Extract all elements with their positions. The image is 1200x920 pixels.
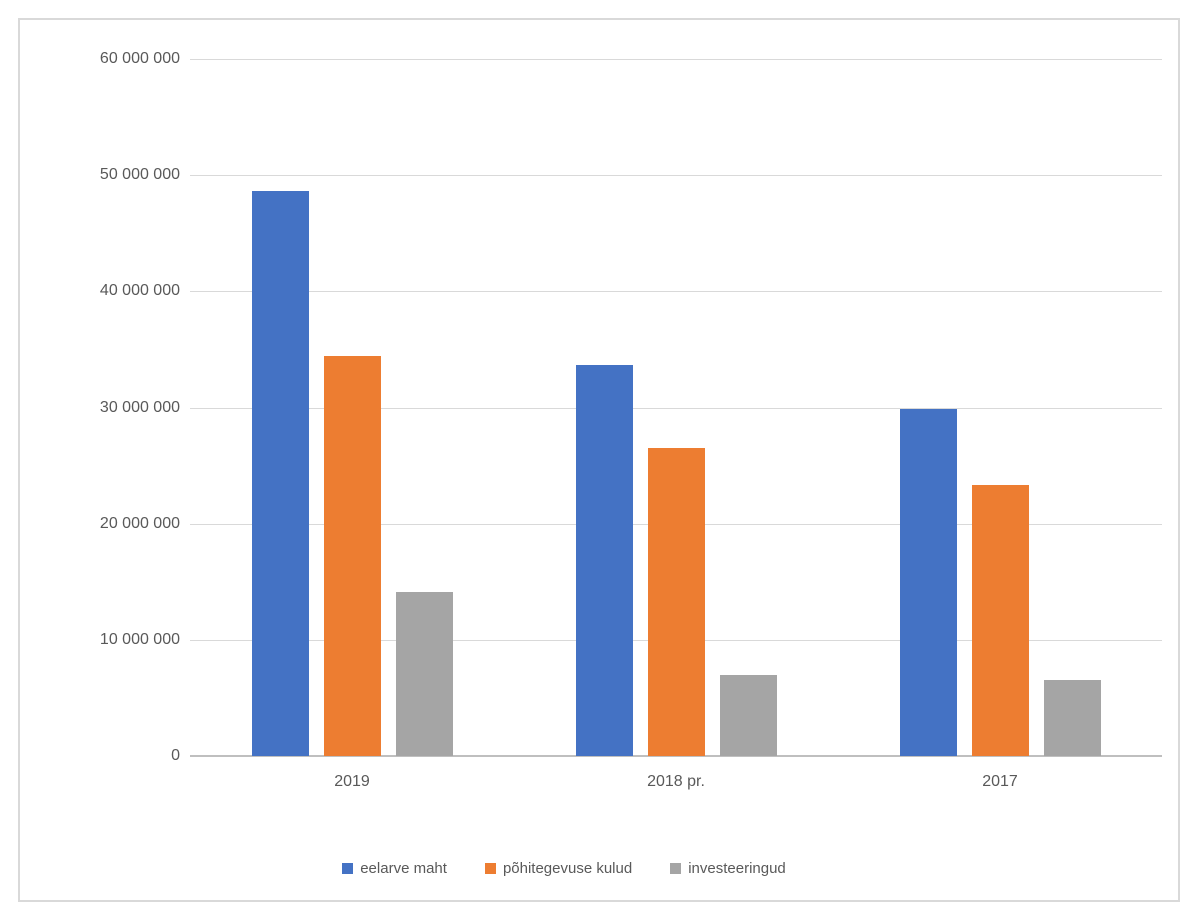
gridline [190,175,1162,177]
gridline [190,291,1162,293]
bar-investeeringud-2019 [395,592,453,756]
bar-chart: 0 10 000 000 20 000 000 30 000 000 40 000 00… [18,18,1180,902]
y-tick-label: 30 000 000 [99,398,180,416]
x-category-label-2017: 2017 [982,773,1018,790]
bar-p-hitegevuse-kulud-2017 [971,485,1029,756]
x-axis-line [190,755,1162,757]
y-tick-label: 20 000 000 [99,514,180,532]
gridline [190,407,1162,409]
legend-label: põhitegevuse kulud [502,860,633,877]
legend-item-investeeringud: investeeringud [670,861,786,876]
bar-investeeringud-2018-pr [719,674,777,756]
bar-investeeringud-2017 [1043,680,1101,756]
legend: eelarve maht põhitegevuse kulud investeeri… [0,861,1143,876]
bar-eelarve-maht-2019 [251,191,309,756]
y-tick-label: 40 000 000 [99,282,180,300]
x-category-label-2019: 2019 [334,773,370,790]
y-tick-label: 50 000 000 [99,166,180,184]
legend-swatch-icon [342,863,354,874]
legend-label: eelarve maht [360,860,447,877]
bar-eelarve-maht-2018-pr [575,364,633,756]
y-tick-label: 10 000 000 [99,630,180,648]
gridline [190,59,1162,60]
legend-item-p-hitegevuse-kulud: põhitegevuse kulud [484,860,633,877]
legend-item-eelarve-maht: eelarve maht [342,861,447,876]
bar-p-hitegevuse-kulud-2019 [323,356,381,756]
legend-label: investeeringud [688,860,786,877]
y-tick-label: 60 000 000 [99,50,180,67]
y-tick-label: 0 [171,747,180,764]
bar-p-hitegevuse-kulud-2018-pr [647,448,705,756]
bar-eelarve-maht-2017 [899,408,957,756]
legend-swatch-icon [670,863,682,874]
x-category-label-2018-pr: 2018 pr. [647,773,705,790]
legend-swatch-icon [484,863,496,874]
